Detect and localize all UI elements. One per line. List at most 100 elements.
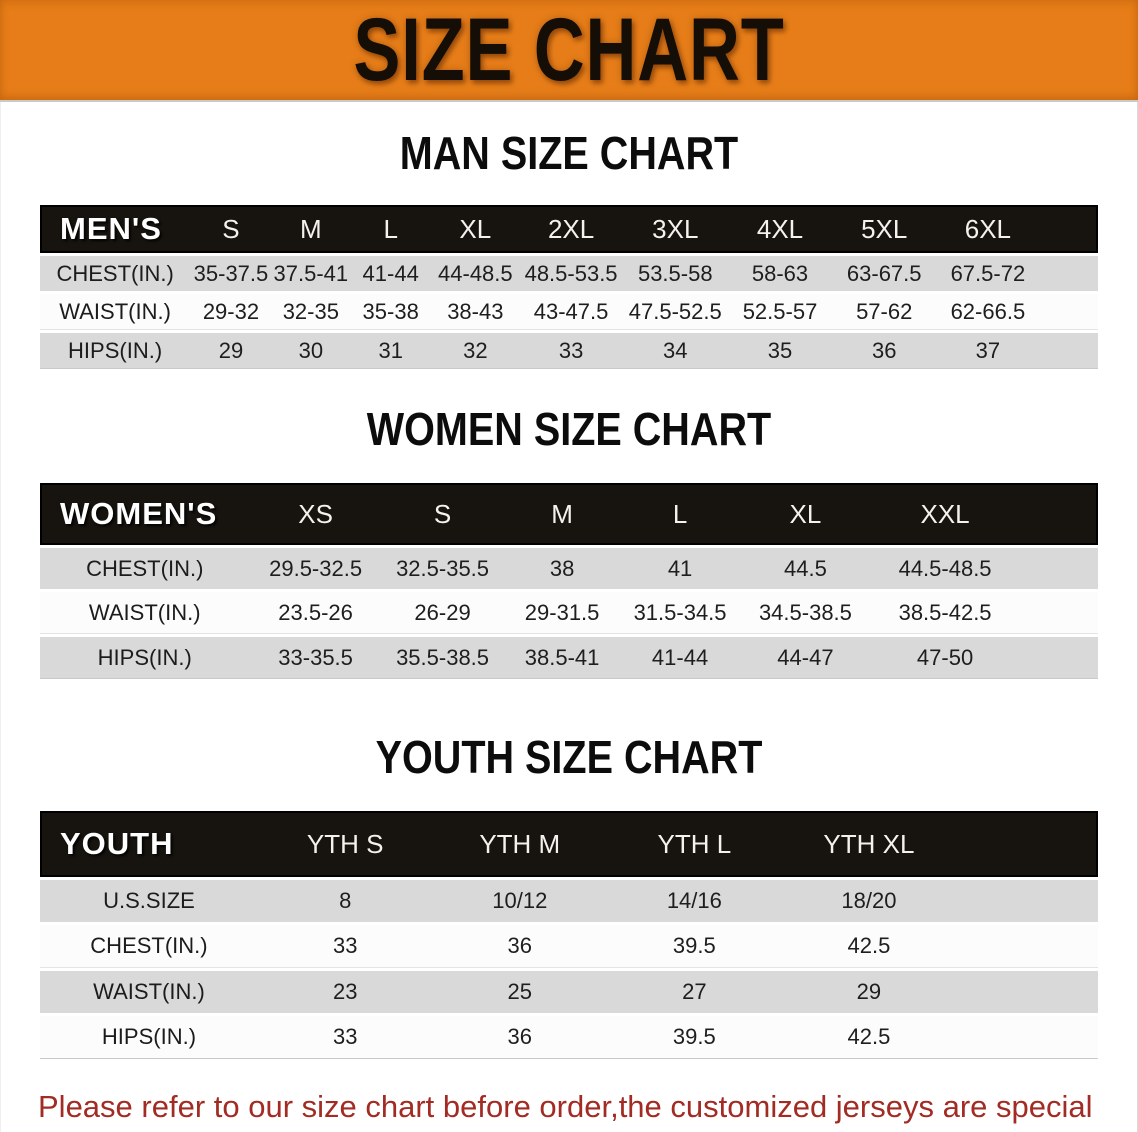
size-value-cell: 32 <box>431 333 520 369</box>
size-value-cell: 48.5-53.5 <box>519 256 623 291</box>
size-value-cell: 37 <box>936 333 1040 369</box>
size-value-cell: 35.5-38.5 <box>381 637 504 679</box>
row-label: HIPS(IN.) <box>40 637 250 679</box>
row-label: WAIST(IN.) <box>40 294 191 330</box>
column-header-xl: XL <box>431 205 520 253</box>
column-header-ythl: YTH L <box>607 811 782 877</box>
page-title: SIZE CHART <box>353 0 785 100</box>
womens-size-table: WOMEN'S XS S M L XL XXL CHEST(IN.) 29.5-32.5 32.5… <box>40 480 1098 682</box>
mens-header-row: MEN'S S M L XL 2XL 3XL 4XL 5XL 6XL <box>40 205 1098 253</box>
womens-section: WOMEN SIZE CHART WOMEN'S XS S M L XL XXL CHEST(I… <box>0 402 1138 682</box>
size-value-cell: 8 <box>257 880 433 922</box>
size-value-cell: 38-43 <box>431 294 520 330</box>
row-label: WAIST(IN.) <box>40 971 258 1013</box>
row-label: U.S.SIZE <box>40 880 258 922</box>
mens-row-hipsin: HIPS(IN.) 29 30 31 32 33 34 35 36 37 <box>40 333 1098 369</box>
column-header-xxl: XXL <box>871 483 1019 545</box>
mens-row-chestin: CHEST(IN.) 35-37.5 37.5-41 41-44 44-48.5 48.5… <box>40 256 1098 291</box>
mens-row-waistin: WAIST(IN.) 29-32 32-35 35-38 38-43 43-47.5 47.… <box>40 294 1098 330</box>
size-value-cell: 29-31.5 <box>503 592 621 634</box>
youth-size-table: YOUTH YTH S YTH M YTH L YTH XL U.S.SIZE 8 10/12… <box>40 808 1098 1062</box>
size-value-cell: 53.5-58 <box>622 256 728 291</box>
size-value-cell: 18/20 <box>781 880 957 922</box>
row-label: CHEST(IN.) <box>40 256 191 291</box>
row-filler-cell <box>956 1016 1098 1059</box>
size-value-cell: 10/12 <box>432 880 608 922</box>
row-filler-cell <box>956 925 1098 968</box>
column-header-xl: 4XL <box>727 205 833 253</box>
row-filler-cell <box>1018 592 1098 634</box>
womens-group-label: WOMEN'S <box>40 483 250 545</box>
row-label: CHEST(IN.) <box>40 548 250 589</box>
header-filler-cell <box>956 811 1098 877</box>
youth-row-hipsin: HIPS(IN.) 33 36 39.5 42.5 <box>40 1016 1098 1059</box>
column-header-xl: 6XL <box>936 205 1040 253</box>
size-chart-sections: MAN SIZE CHART MEN'S S M L XL 2XL 3XL 4XL 5XL 6XL C… <box>0 126 1138 1062</box>
size-value-cell: 29.5-32.5 <box>249 548 382 589</box>
mens-section-heading: MAN SIZE CHART <box>399 127 739 179</box>
size-value-cell: 33-35.5 <box>249 637 382 679</box>
womens-row-hipsin: HIPS(IN.) 33-35.5 35.5-38.5 38.5-41 41-44 44-… <box>40 637 1098 679</box>
size-value-cell: 31.5-34.5 <box>620 592 740 634</box>
row-filler-cell <box>1039 256 1098 291</box>
size-value-cell: 57-62 <box>832 294 937 330</box>
size-value-cell: 23 <box>257 971 433 1013</box>
row-filler-cell <box>1039 294 1098 330</box>
size-value-cell: 31 <box>349 333 432 369</box>
column-header-yths: YTH S <box>257 811 433 877</box>
column-header-m: M <box>271 205 350 253</box>
column-header-xl: 5XL <box>832 205 937 253</box>
size-value-cell: 39.5 <box>607 1016 782 1059</box>
size-value-cell: 44.5 <box>739 548 872 589</box>
size-value-cell: 36 <box>432 1016 608 1059</box>
size-value-cell: 47-50 <box>871 637 1019 679</box>
size-value-cell: 38 <box>503 548 621 589</box>
womens-header-row: WOMEN'S XS S M L XL XXL <box>40 483 1098 545</box>
youth-row-chestin: CHEST(IN.) 33 36 39.5 42.5 <box>40 925 1098 968</box>
youth-row-waistin: WAIST(IN.) 23 25 27 29 <box>40 971 1098 1013</box>
size-value-cell: 35-38 <box>349 294 432 330</box>
size-value-cell: 44.5-48.5 <box>871 548 1019 589</box>
size-value-cell: 32.5-35.5 <box>381 548 504 589</box>
size-value-cell: 33 <box>257 925 433 968</box>
disclaimer: Please refer to our size chart before or… <box>38 1084 1100 1132</box>
mens-section: MAN SIZE CHART MEN'S S M L XL 2XL 3XL 4XL 5XL 6XL C… <box>0 126 1138 372</box>
size-value-cell: 42.5 <box>781 1016 957 1059</box>
size-value-cell: 38.5-41 <box>503 637 621 679</box>
size-value-cell: 41-44 <box>349 256 432 291</box>
mens-size-table-wrap: MEN'S S M L XL 2XL 3XL 4XL 5XL 6XL CHEST(IN.) 35-37… <box>40 202 1098 372</box>
column-header-xl: XL <box>739 483 872 545</box>
row-label: WAIST(IN.) <box>40 592 250 634</box>
size-value-cell: 37.5-41 <box>271 256 350 291</box>
size-value-cell: 25 <box>432 971 608 1013</box>
size-value-cell: 42.5 <box>781 925 957 968</box>
row-label: CHEST(IN.) <box>40 925 258 968</box>
row-filler-cell <box>1018 637 1098 679</box>
row-label: HIPS(IN.) <box>40 333 191 369</box>
size-value-cell: 38.5-42.5 <box>871 592 1019 634</box>
size-value-cell: 52.5-57 <box>727 294 833 330</box>
row-filler-cell <box>956 880 1098 922</box>
size-value-cell: 26-29 <box>381 592 504 634</box>
youth-row-ussize: U.S.SIZE 8 10/12 14/16 18/20 <box>40 880 1098 922</box>
size-value-cell: 36 <box>832 333 937 369</box>
size-value-cell: 62-66.5 <box>936 294 1040 330</box>
womens-size-table-wrap: WOMEN'S XS S M L XL XXL CHEST(IN.) 29.5-32.5 32.5… <box>40 480 1098 682</box>
size-value-cell: 29 <box>781 971 957 1013</box>
size-value-cell: 47.5-52.5 <box>622 294 728 330</box>
youth-group-label: YOUTH <box>40 811 258 877</box>
size-value-cell: 33 <box>257 1016 433 1059</box>
column-header-m: M <box>503 483 621 545</box>
size-value-cell: 35 <box>727 333 833 369</box>
womens-row-chestin: CHEST(IN.) 29.5-32.5 32.5-35.5 38 41 44.5 44.5… <box>40 548 1098 589</box>
size-value-cell: 36 <box>432 925 608 968</box>
size-value-cell: 29-32 <box>190 294 272 330</box>
row-filler-cell <box>1039 333 1098 369</box>
column-header-xl: 3XL <box>622 205 728 253</box>
size-value-cell: 35-37.5 <box>190 256 272 291</box>
youth-section-heading: YOUTH SIZE CHART <box>375 731 763 783</box>
header-filler-cell <box>1018 483 1098 545</box>
size-value-cell: 33 <box>519 333 623 369</box>
size-value-cell: 23.5-26 <box>249 592 382 634</box>
